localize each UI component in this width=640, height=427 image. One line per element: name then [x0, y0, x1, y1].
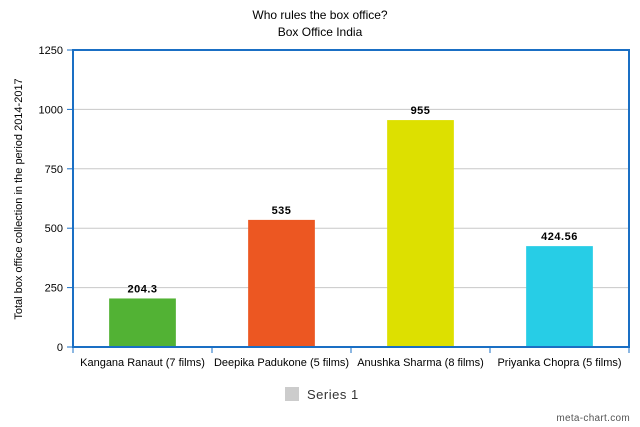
x-category-label: Kangana Ranaut (7 films)	[80, 357, 205, 369]
bar[interactable]	[526, 246, 593, 347]
bar[interactable]	[387, 120, 454, 347]
y-tick-label: 0	[57, 342, 63, 354]
legend-label[interactable]: Series 1	[307, 387, 359, 402]
y-tick-label: 750	[45, 164, 63, 176]
credit-text: meta-chart.com	[556, 413, 630, 424]
y-tick-label: 250	[45, 283, 63, 295]
bar[interactable]	[248, 219, 315, 347]
y-axis-label: Total box office collection in the perio…	[13, 78, 25, 319]
data-labels: 204.3 535 955 424.56	[127, 105, 577, 295]
chart-subtitle: Box Office India	[278, 25, 363, 39]
bar-data-label: 424.56	[541, 231, 578, 243]
y-tick-label: 1000	[39, 104, 63, 116]
x-category-label: Deepika Padukone (5 films)	[214, 357, 349, 369]
bar-data-label: 204.3	[127, 283, 157, 295]
y-axis-ticks: 0 250 500 750 1000 1250	[39, 45, 73, 354]
plot-frame	[72, 49, 630, 348]
y-tick-label: 500	[45, 223, 63, 235]
chart-title: Who rules the box office?	[252, 8, 388, 22]
legend[interactable]: Series 1	[285, 387, 359, 402]
bars	[109, 120, 593, 347]
x-axis-labels: Kangana Ranaut (7 films) Deepika Padukone…	[72, 347, 630, 369]
bar-data-label: 955	[411, 105, 431, 117]
legend-swatch	[285, 387, 299, 401]
x-category-label: Priyanka Chopra (5 films)	[497, 357, 621, 369]
y-tick-label: 1250	[39, 45, 63, 57]
x-category-label: Anushka Sharma (8 films)	[357, 357, 484, 369]
bar[interactable]	[109, 298, 176, 347]
bar-data-label: 535	[272, 205, 292, 217]
